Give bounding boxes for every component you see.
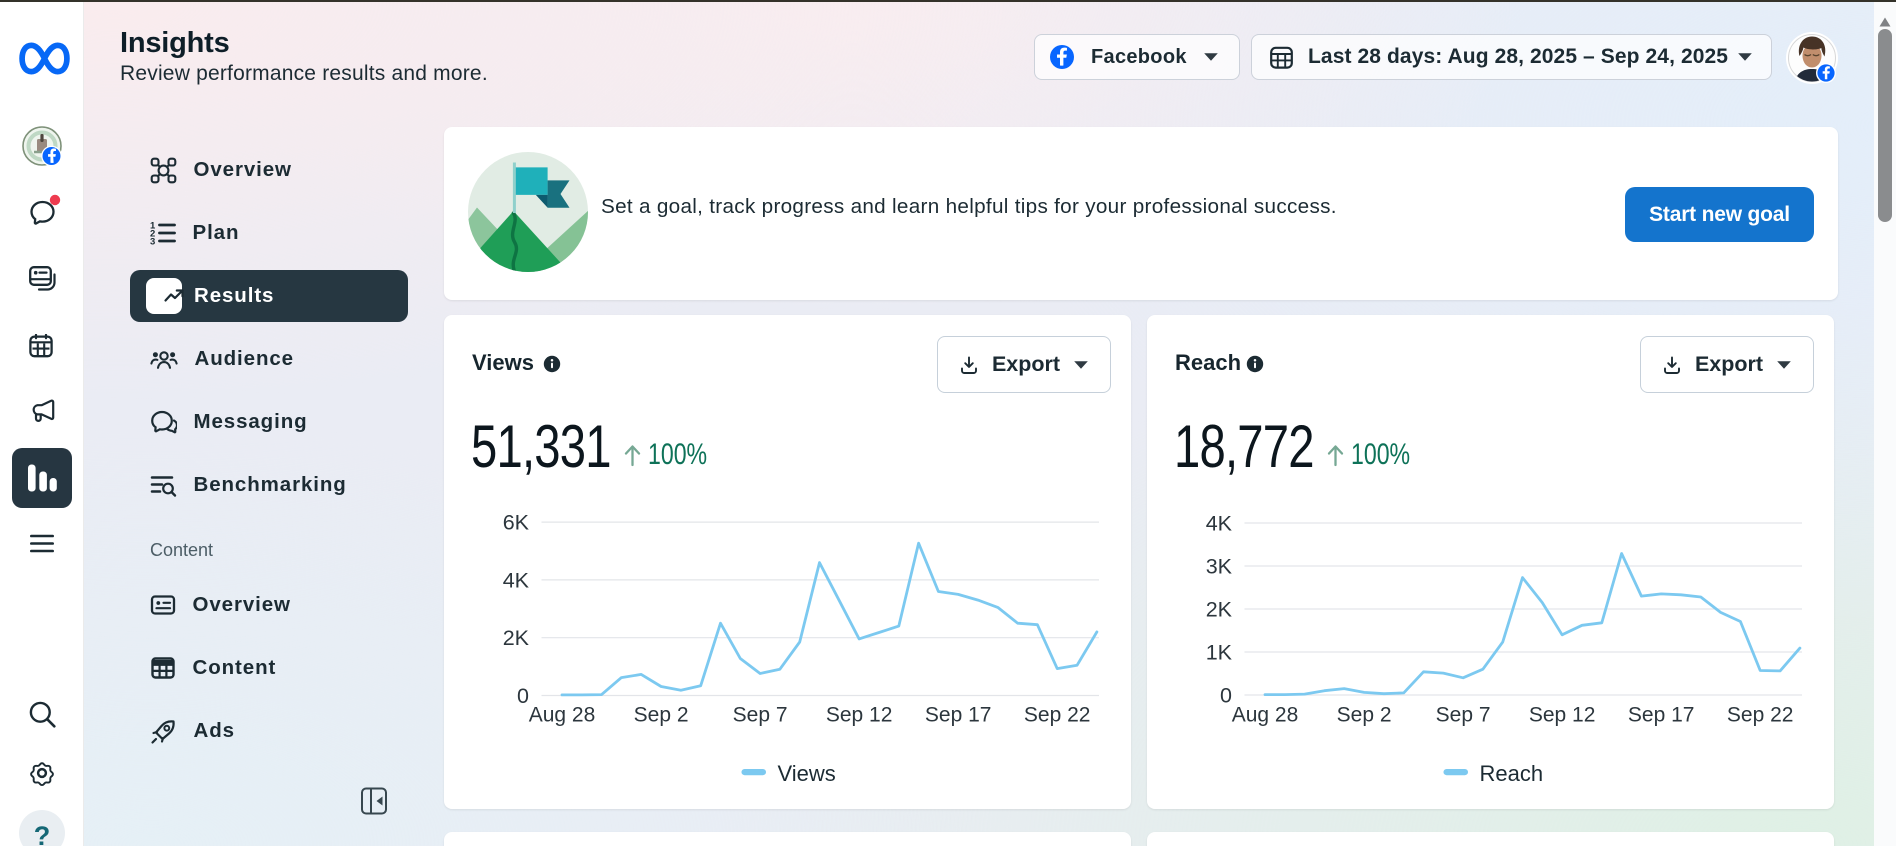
svg-text:0: 0 [517, 684, 529, 708]
svg-text:3: 3 [150, 237, 155, 247]
svg-text:Aug 28: Aug 28 [529, 704, 596, 727]
svg-text:Sep 22: Sep 22 [1727, 704, 1794, 727]
svg-text:Sep 2: Sep 2 [634, 704, 689, 727]
svg-text:2: 2 [150, 229, 155, 240]
svg-text:6K: 6K [503, 511, 530, 535]
svg-text:Sep 12: Sep 12 [1529, 704, 1596, 727]
svg-text:4K: 4K [503, 568, 530, 592]
svg-text:Sep 7: Sep 7 [1436, 704, 1491, 727]
svg-text:3K: 3K [1206, 555, 1233, 579]
svg-text:Sep 7: Sep 7 [733, 704, 788, 727]
svg-text:1: 1 [150, 221, 156, 232]
svg-text:2K: 2K [503, 626, 530, 650]
svg-text:1K: 1K [1206, 641, 1233, 665]
svg-text:Sep 22: Sep 22 [1024, 704, 1091, 727]
svg-text:4K: 4K [1206, 512, 1233, 536]
svg-text:Sep 2: Sep 2 [1337, 704, 1392, 727]
svg-text:Aug 28: Aug 28 [1232, 704, 1299, 727]
svg-text:Sep 17: Sep 17 [925, 704, 992, 727]
svg-text:Reach: Reach [1480, 761, 1544, 786]
svg-text:2K: 2K [1206, 598, 1233, 622]
svg-text:Views: Views [778, 761, 836, 786]
svg-text:0: 0 [1220, 684, 1232, 708]
svg-text:Sep 17: Sep 17 [1628, 704, 1695, 727]
svg-text:Sep 12: Sep 12 [826, 704, 893, 727]
